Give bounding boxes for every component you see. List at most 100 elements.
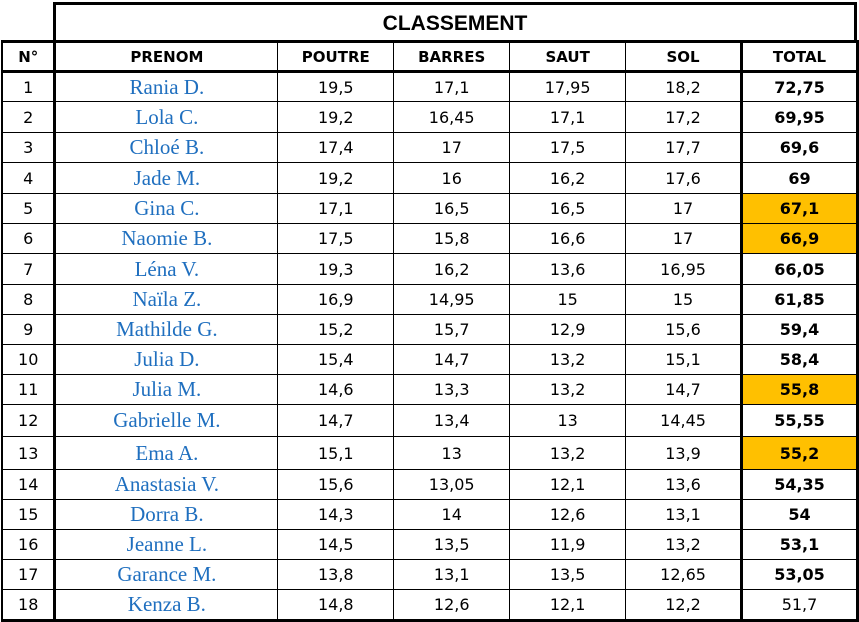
total-cell: 69 xyxy=(740,162,859,194)
name-cell: Julia M. xyxy=(54,374,279,405)
rank-cell: 12 xyxy=(1,404,57,437)
saut-cell: 13 xyxy=(509,404,627,437)
table-row: 14 Anastasia V. 15,6 13,05 12,1 13,6 54,35 xyxy=(1,469,859,500)
total-cell: 55,8 xyxy=(740,374,859,405)
name-cell: Naomie B. xyxy=(54,223,279,254)
table-row: 3 Chloé B. 17,4 17 17,5 17,7 69,6 xyxy=(1,132,859,163)
sol-cell: 18,2 xyxy=(625,71,743,102)
total-cell: 55,2 xyxy=(740,436,859,470)
sol-cell: 17,2 xyxy=(625,101,743,133)
table-row: 18 Kenza B. 14,8 12,6 12,1 12,2 51,7 xyxy=(1,589,859,622)
poutre-cell: 19,5 xyxy=(277,71,395,102)
barres-cell: 17 xyxy=(393,132,511,163)
poutre-cell: 15,1 xyxy=(277,436,395,470)
poutre-cell: 17,1 xyxy=(277,193,395,224)
total-cell: 69,95 xyxy=(740,101,859,133)
sol-cell: 17,7 xyxy=(625,132,743,163)
sol-cell: 15 xyxy=(625,284,743,315)
poutre-cell: 19,2 xyxy=(277,101,395,133)
poutre-cell: 14,6 xyxy=(277,374,395,405)
barres-cell: 13,05 xyxy=(393,469,511,500)
rank-cell: 17 xyxy=(1,559,57,590)
barres-cell: 13,4 xyxy=(393,404,511,437)
poutre-cell: 13,8 xyxy=(277,559,395,590)
saut-cell: 17,5 xyxy=(509,132,627,163)
sol-cell: 13,6 xyxy=(625,469,743,500)
ranking-table: N° PRENOM POUTRE BARRES SAUT SOL TOTAL 1… xyxy=(1,40,859,622)
barres-cell: 16 xyxy=(393,162,511,194)
sol-cell: 12,2 xyxy=(625,589,743,622)
table-row: 2 Lola C. 19,2 16,45 17,1 17,2 69,95 xyxy=(1,101,859,133)
name-cell: Chloé B. xyxy=(54,132,279,163)
name-cell: Naïla Z. xyxy=(54,284,279,315)
name-cell: Dorra B. xyxy=(54,499,279,530)
barres-cell: 14 xyxy=(393,499,511,530)
sol-cell: 17,6 xyxy=(625,162,743,194)
poutre-cell: 16,9 xyxy=(277,284,395,315)
rank-cell: 14 xyxy=(1,469,57,500)
sol-cell: 12,65 xyxy=(625,559,743,590)
table-row: 5 Gina C. 17,1 16,5 16,5 17 67,1 xyxy=(1,193,859,224)
table-row: 1 Rania D. 19,5 17,1 17,95 18,2 72,75 xyxy=(1,71,859,102)
rank-cell: 5 xyxy=(1,193,57,224)
total-cell: 72,75 xyxy=(740,71,859,102)
total-cell: 58,4 xyxy=(740,344,859,375)
barres-cell: 16,45 xyxy=(393,101,511,133)
header-row: N° PRENOM POUTRE BARRES SAUT SOL TOTAL xyxy=(1,40,859,73)
table-row: 9 Mathilde G. 15,2 15,7 12,9 15,6 59,4 xyxy=(1,314,859,345)
barres-cell: 15,7 xyxy=(393,314,511,345)
poutre-cell: 14,3 xyxy=(277,499,395,530)
rank-cell: 7 xyxy=(1,253,57,285)
name-cell: Mathilde G. xyxy=(54,314,279,345)
rank-cell: 10 xyxy=(1,344,57,375)
barres-cell: 13 xyxy=(393,436,511,470)
poutre-cell: 17,5 xyxy=(277,223,395,254)
total-cell: 66,05 xyxy=(740,253,859,285)
sol-cell: 16,95 xyxy=(625,253,743,285)
rank-cell: 4 xyxy=(1,162,57,194)
name-cell: Garance M. xyxy=(54,559,279,590)
header-poutre: POUTRE xyxy=(277,40,395,73)
rank-cell: 13 xyxy=(1,436,57,470)
total-cell: 61,85 xyxy=(740,284,859,315)
total-cell: 53,1 xyxy=(740,529,859,560)
table-row: 7 Léna V. 19,3 16,2 13,6 16,95 66,05 xyxy=(1,253,859,285)
rank-cell: 2 xyxy=(1,101,57,133)
table-row: 13 Ema A. 15,1 13 13,2 13,9 55,2 xyxy=(1,436,859,470)
name-cell: Anastasia V. xyxy=(54,469,279,500)
total-cell: 69,6 xyxy=(740,132,859,163)
rank-cell: 18 xyxy=(1,589,57,622)
header-barres: BARRES xyxy=(393,40,511,73)
table-row: 11 Julia M. 14,6 13,3 13,2 14,7 55,8 xyxy=(1,374,859,405)
rank-cell: 1 xyxy=(1,71,57,102)
saut-cell: 16,5 xyxy=(509,193,627,224)
poutre-cell: 19,3 xyxy=(277,253,395,285)
table-title: CLASSEMENT xyxy=(53,2,857,41)
saut-cell: 15 xyxy=(509,284,627,315)
total-cell: 54,35 xyxy=(740,469,859,500)
saut-cell: 17,95 xyxy=(509,71,627,102)
sol-cell: 17 xyxy=(625,223,743,254)
name-cell: Gabrielle M. xyxy=(54,404,279,437)
total-cell: 66,9 xyxy=(740,223,859,254)
poutre-cell: 17,4 xyxy=(277,132,395,163)
saut-cell: 12,1 xyxy=(509,469,627,500)
rank-cell: 16 xyxy=(1,529,57,560)
barres-cell: 16,2 xyxy=(393,253,511,285)
table-row: 4 Jade M. 19,2 16 16,2 17,6 69 xyxy=(1,162,859,194)
barres-cell: 13,5 xyxy=(393,529,511,560)
saut-cell: 17,1 xyxy=(509,101,627,133)
name-cell: Lola C. xyxy=(54,101,279,133)
name-cell: Ema A. xyxy=(54,436,279,470)
total-cell: 59,4 xyxy=(740,314,859,345)
saut-cell: 16,2 xyxy=(509,162,627,194)
barres-cell: 16,5 xyxy=(393,193,511,224)
name-cell: Jade M. xyxy=(54,162,279,194)
sol-cell: 13,9 xyxy=(625,436,743,470)
total-cell: 54 xyxy=(740,499,859,530)
rank-cell: 3 xyxy=(1,132,57,163)
poutre-cell: 15,6 xyxy=(277,469,395,500)
table-row: 6 Naomie B. 17,5 15,8 16,6 17 66,9 xyxy=(1,223,859,254)
table-row: 12 Gabrielle M. 14,7 13,4 13 14,45 55,55 xyxy=(1,404,859,437)
poutre-cell: 14,5 xyxy=(277,529,395,560)
